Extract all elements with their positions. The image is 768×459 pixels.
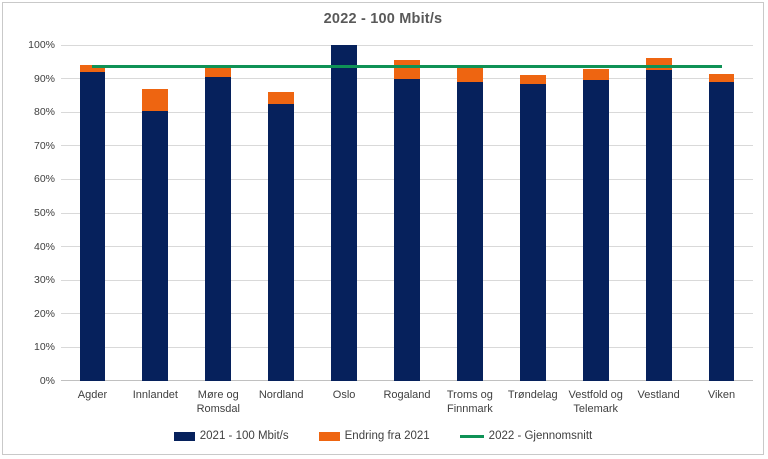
bar-troms-og-finnmark: [456, 45, 483, 381]
bar-vestland: [645, 45, 672, 381]
category-slot-oslo: [313, 45, 376, 381]
bar-segment-endring: [645, 58, 672, 71]
legend-item-endring: Endring fra 2021: [318, 430, 430, 442]
bar-viken: [708, 45, 735, 381]
legend-swatch-endring-icon: [318, 431, 340, 441]
bar-segment-endring: [142, 88, 169, 111]
category-slot-m-re-og-romsdal: [187, 45, 250, 381]
bar-segment-endring: [708, 73, 735, 82]
category-label-rogaland: Rogaland: [383, 389, 431, 401]
legend-swatch-2021-icon: [173, 431, 195, 441]
bar-slots: [61, 45, 753, 381]
legend: 2021 - 100 Mbit/s Endring fra 2021 2022 …: [3, 430, 763, 442]
category-label-innlandet: Innlandet: [132, 389, 178, 401]
category-label-tr-ndelag: Trøndelag: [507, 389, 558, 401]
legend-label-endring: Endring fra 2021: [344, 430, 430, 442]
legend-item-2021: 2021 - 100 Mbit/s: [173, 430, 289, 442]
bar-segment-2021: [79, 71, 106, 381]
chart-title: 2022 - 100 Mbit/s: [323, 11, 443, 27]
bar-oslo: [331, 45, 357, 381]
category-label-agder: Agder: [77, 389, 108, 401]
bar-m-re-og-romsdal: [205, 45, 232, 381]
y-tick-label: 90%: [33, 72, 55, 85]
category-label-oslo: Oslo: [332, 389, 356, 401]
y-tick-label: 20%: [33, 307, 55, 320]
y-tick-label: 100%: [28, 39, 55, 51]
y-tick-label: 0%: [39, 375, 55, 387]
bar-segment-2021: [394, 78, 420, 381]
category-slot-rogaland: [376, 45, 439, 381]
category-slot-vestfold-og-telemark: [564, 45, 627, 381]
bar-segment-endring: [456, 66, 483, 82]
bar-agder: [79, 45, 106, 381]
category-slot-nordland: [250, 45, 313, 381]
category-slot-viken: [690, 45, 753, 381]
y-tick-label: 60%: [33, 173, 55, 186]
bar-segment-2021: [582, 80, 609, 381]
y-tick-label: 70%: [33, 139, 55, 152]
bar-segment-endring: [519, 75, 546, 84]
y-axis: 0% 10% 20% 30% 40% 50% 60% 70% 80% 90% 100%: [3, 39, 55, 387]
category-label-m-re-og-romsdal: Møre og Romsdal: [196, 389, 240, 416]
gridline-100: [61, 44, 753, 46]
bar-tr-ndelag: [519, 45, 546, 381]
bar-vestfold-og-telemark: [582, 45, 609, 381]
bar-segment-2021: [519, 83, 546, 381]
category-slot-troms-og-finnmark: [438, 45, 501, 381]
bar-segment-endring: [394, 60, 420, 79]
y-tick-label: 10%: [33, 341, 55, 354]
chart-card: 2022 - 100 Mbit/s 0% 10% 20% 30% 40% 50% 60% 70…: [2, 2, 764, 455]
bar-segment-2021: [205, 76, 232, 381]
category-label-troms-og-finnmark: Troms og Finnmark: [446, 389, 493, 416]
bar-segment-2021: [331, 45, 357, 381]
legend-swatch-gjennomsnitt-icon: [459, 434, 484, 438]
bar-segment-endring: [205, 65, 232, 77]
y-tick-label: 40%: [33, 240, 55, 253]
category-slot-agder: [61, 45, 124, 381]
bar-segment-2021: [268, 103, 295, 381]
category-label-vestland: Vestland: [637, 389, 680, 401]
bar-segment-endring: [79, 65, 106, 72]
bar-nordland: [268, 45, 295, 381]
legend-label-2021: 2021 - 100 Mbit/s: [199, 430, 289, 442]
bar-innlandet: [142, 45, 169, 381]
bar-segment-endring: [582, 68, 609, 81]
category-label-viken: Viken: [707, 389, 736, 401]
plot-area: [61, 44, 753, 381]
y-tick-label: 80%: [33, 106, 55, 119]
y-tick-label: 50%: [33, 207, 55, 219]
category-slot-innlandet: [124, 45, 187, 381]
category-label-nordland: Nordland: [258, 389, 304, 401]
category-slot-vestland: [627, 45, 690, 381]
bar-segment-2021: [456, 81, 483, 381]
bar-segment-2021: [645, 70, 672, 381]
category-slot-tr-ndelag: [501, 45, 564, 381]
category-label-vestfold-og-telemark: Vestfold og Telemark: [568, 389, 623, 416]
y-tick-label: 30%: [33, 274, 55, 287]
bar-rogaland: [394, 45, 420, 381]
legend-item-gjennomsnitt: 2022 - Gjennomsnitt: [459, 430, 593, 442]
legend-label-gjennomsnitt: 2022 - Gjennomsnitt: [488, 430, 593, 442]
average-line: [92, 65, 722, 69]
bar-segment-2021: [142, 110, 169, 381]
x-axis: Agder Innlandet Møre og Romsdal Nordland Osl…: [61, 388, 753, 417]
bar-segment-endring: [268, 92, 295, 104]
bar-segment-2021: [708, 81, 735, 381]
